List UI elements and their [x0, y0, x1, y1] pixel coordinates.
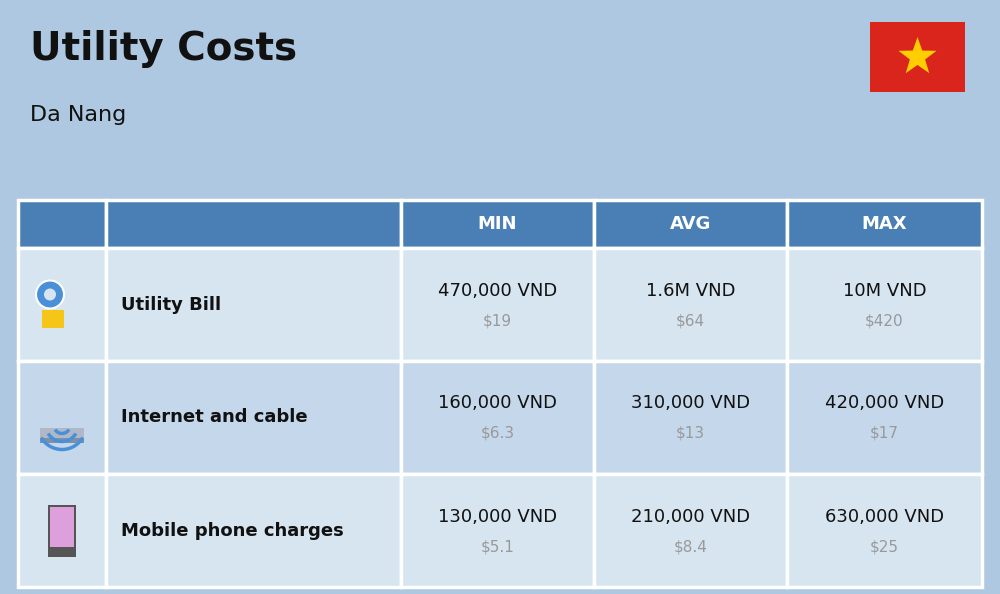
Bar — [18, 248, 106, 361]
Bar — [787, 248, 982, 361]
Bar — [106, 361, 401, 474]
Text: Mobile phone charges: Mobile phone charges — [121, 522, 344, 539]
Text: AVG: AVG — [670, 215, 711, 233]
Bar — [787, 361, 982, 474]
Circle shape — [36, 280, 64, 308]
Bar — [594, 361, 787, 474]
Text: Internet and cable: Internet and cable — [121, 409, 308, 426]
Bar — [401, 200, 594, 248]
Text: $5.1: $5.1 — [481, 539, 514, 554]
Text: 160,000 VND: 160,000 VND — [438, 394, 557, 412]
Polygon shape — [898, 37, 937, 73]
Bar — [787, 200, 982, 248]
Text: $64: $64 — [676, 313, 705, 328]
Bar — [48, 504, 76, 557]
Text: $420: $420 — [865, 313, 904, 328]
Bar — [18, 474, 106, 587]
Bar — [18, 200, 106, 248]
Bar — [401, 474, 594, 587]
Text: $25: $25 — [870, 539, 899, 554]
Text: Utility Bill: Utility Bill — [121, 295, 221, 314]
Text: Da Nang: Da Nang — [30, 105, 126, 125]
Circle shape — [44, 289, 56, 301]
Bar — [18, 361, 106, 474]
Bar — [40, 438, 84, 443]
Text: Utility Costs: Utility Costs — [30, 30, 297, 68]
Bar — [594, 248, 787, 361]
Text: $8.4: $8.4 — [674, 539, 707, 554]
Text: 630,000 VND: 630,000 VND — [825, 507, 944, 526]
Text: 210,000 VND: 210,000 VND — [631, 507, 750, 526]
Text: 470,000 VND: 470,000 VND — [438, 282, 557, 299]
Text: 130,000 VND: 130,000 VND — [438, 507, 557, 526]
Bar — [106, 200, 401, 248]
Bar — [106, 248, 401, 361]
Bar — [42, 309, 64, 327]
Text: 1.6M VND: 1.6M VND — [646, 282, 735, 299]
Text: 420,000 VND: 420,000 VND — [825, 394, 944, 412]
Text: MAX: MAX — [862, 215, 907, 233]
Bar — [594, 474, 787, 587]
Bar — [870, 22, 965, 92]
Text: 10M VND: 10M VND — [843, 282, 926, 299]
Text: MIN: MIN — [478, 215, 517, 233]
Text: $6.3: $6.3 — [480, 426, 515, 441]
Text: $17: $17 — [870, 426, 899, 441]
Bar — [594, 200, 787, 248]
Bar — [106, 474, 401, 587]
Bar — [401, 361, 594, 474]
Bar — [787, 474, 982, 587]
Text: $13: $13 — [676, 426, 705, 441]
Text: $19: $19 — [483, 313, 512, 328]
Bar — [401, 248, 594, 361]
Bar — [40, 428, 84, 441]
Bar — [50, 507, 74, 551]
Text: 310,000 VND: 310,000 VND — [631, 394, 750, 412]
Bar — [50, 546, 74, 551]
